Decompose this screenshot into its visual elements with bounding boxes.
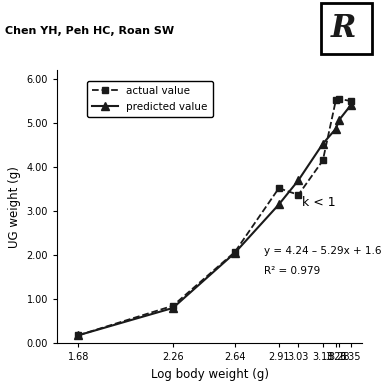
Text: R² = 0.979: R² = 0.979 <box>264 266 320 276</box>
actual value <box>320 158 325 163</box>
predicted value <box>334 126 338 131</box>
actual value <box>334 98 338 103</box>
Text: Chen YH, Peh HC, Roan SW: Chen YH, Peh HC, Roan SW <box>5 26 174 36</box>
actual value <box>232 250 237 254</box>
predicted value <box>76 333 81 338</box>
actual value <box>348 99 353 103</box>
actual value <box>171 303 175 308</box>
predicted value <box>320 142 325 146</box>
predicted value <box>337 118 341 122</box>
Y-axis label: UG weight (g): UG weight (g) <box>8 166 21 248</box>
predicted value <box>232 251 237 255</box>
Bar <box>321 3 372 54</box>
Line: actual value: actual value <box>75 95 354 339</box>
actual value <box>296 193 301 197</box>
Text: y = 4.24 – 5.29x + 1.69x²: y = 4.24 – 5.29x + 1.69x² <box>264 246 381 256</box>
predicted value <box>171 306 175 310</box>
actual value <box>76 333 81 338</box>
Text: k < 1: k < 1 <box>302 196 335 209</box>
predicted value <box>277 202 281 207</box>
actual value <box>337 96 341 101</box>
Text: R: R <box>330 13 356 44</box>
Line: predicted value: predicted value <box>75 102 354 339</box>
predicted value <box>348 103 353 108</box>
actual value <box>277 186 281 191</box>
predicted value <box>296 178 301 183</box>
Legend: actual value, predicted value: actual value, predicted value <box>87 81 213 117</box>
X-axis label: Log body weight (g): Log body weight (g) <box>150 368 269 381</box>
